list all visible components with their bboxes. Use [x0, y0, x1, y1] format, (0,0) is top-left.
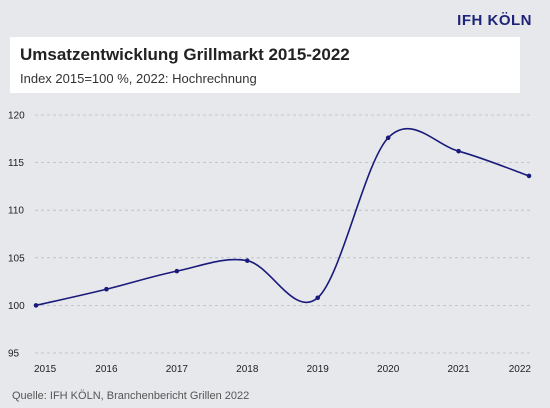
y-tick-label: 110 [8, 206, 24, 217]
y-tick-label: 105 [8, 253, 25, 264]
data-point [244, 258, 250, 263]
x-axis-ticks: 2015 2016 2017 2018 2019 2020 2021 2022 [34, 364, 531, 375]
x-tick-label: 2016 [95, 364, 118, 375]
x-tick-label: 2015 [34, 364, 57, 375]
title-card: Umsatzentwicklung Grillmarkt 2015-2022 I… [10, 37, 520, 93]
chart-title: Umsatzentwicklung Grillmarkt 2015-2022 [20, 45, 350, 64]
data-point [385, 135, 391, 141]
data-point [174, 268, 180, 274]
x-tick-label: 2020 [377, 364, 400, 375]
data-points [33, 135, 532, 308]
data-point [104, 286, 109, 292]
data-point [456, 148, 461, 154]
x-tick-label: 2021 [447, 364, 470, 375]
chart-subtitle: Index 2015=100 %, 2022: Hochrechnung [20, 71, 257, 86]
x-tick-label: 2019 [307, 364, 330, 375]
source-note: Quelle: IFH KÖLN, Branchenbericht Grille… [12, 390, 250, 402]
y-tick-label: 120 [8, 111, 25, 122]
y-tick-label: 115 [8, 158, 24, 169]
x-tick-label: 2022 [509, 364, 532, 375]
data-point [315, 295, 321, 301]
x-tick-label: 2018 [236, 364, 259, 375]
brand-logo: IFH KÖLN [457, 12, 532, 29]
y-axis-ticks: 95 100 105 110 115 120 [8, 111, 25, 360]
y-tick-label: 100 [8, 301, 25, 312]
y-tick-label: 95 [8, 349, 20, 360]
gridlines [35, 114, 530, 354]
series-line [35, 127, 530, 307]
data-point [33, 303, 39, 308]
data-point [526, 173, 532, 179]
x-tick-label: 2017 [166, 364, 189, 375]
